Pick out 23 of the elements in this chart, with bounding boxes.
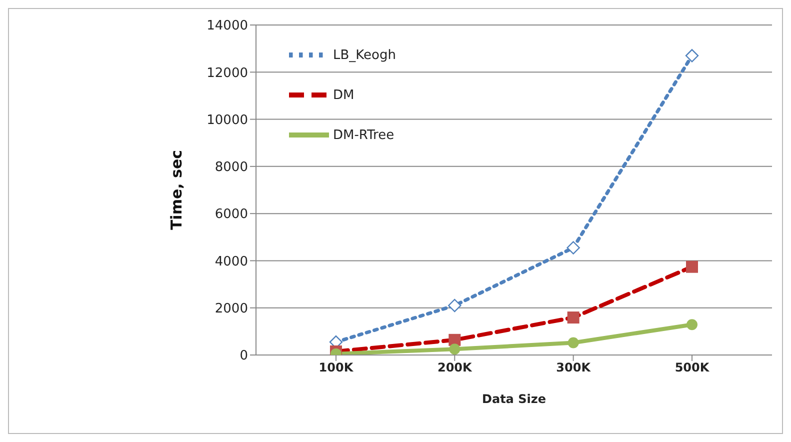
y-tick-label: 10000 (206, 112, 248, 128)
y-tick-label: 8000 (214, 160, 248, 176)
y-tick-label: 0 (240, 348, 248, 364)
point (449, 344, 460, 355)
point (686, 319, 698, 330)
x-tick-label: 100K (318, 360, 354, 375)
x-axis-title: Data Size (482, 392, 546, 406)
point (448, 298, 462, 312)
legend-label: DM-RTree (333, 128, 394, 143)
x-tick-label: 300K (556, 360, 592, 375)
y-tick-label: 12000 (206, 66, 248, 81)
x-tick-label: 500K (674, 360, 710, 375)
x-tick-label: 200K (437, 360, 473, 375)
y-tick-label: 14000 (206, 18, 248, 34)
y-tick-label: 2000 (214, 301, 248, 316)
legend-label: LB_Keogh (333, 48, 396, 63)
legend-label: DM (333, 88, 354, 103)
point (568, 337, 579, 348)
point (566, 241, 580, 254)
y-tick-label: 4000 (214, 254, 248, 270)
point (685, 49, 699, 62)
y-axis-title: Time, sec (167, 150, 186, 230)
y-tick-label: 6000 (214, 207, 248, 222)
